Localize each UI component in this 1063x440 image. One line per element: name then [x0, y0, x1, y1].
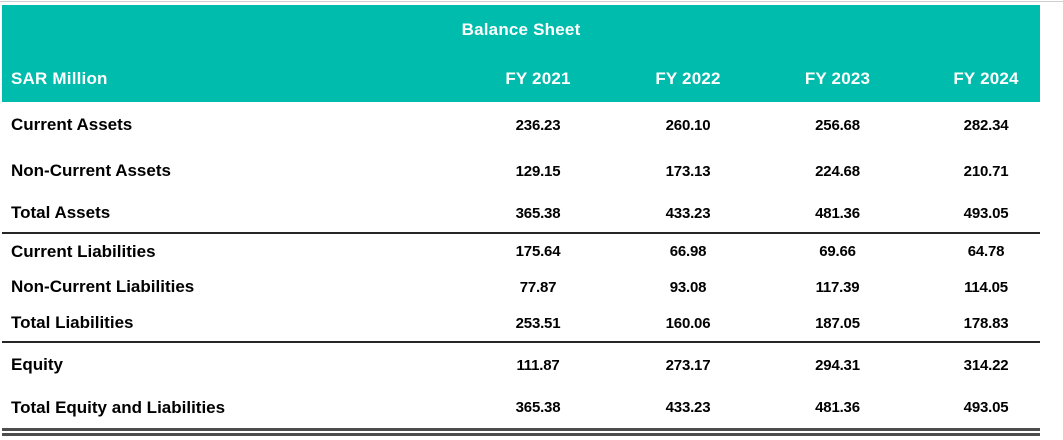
table-row-non-current-assets: Non-Current Assets 129.15 173.13 224.68 …: [2, 148, 1040, 194]
cell-value: 173.13: [665, 162, 711, 180]
table-row-current-liabilities: Current Liabilities 175.64 66.98 69.66 6…: [2, 232, 1041, 269]
cell-value: 224.68: [815, 162, 860, 180]
table-row-total-equity-and-liabilities: Total Equity and Liabilities 365.38 433.…: [2, 387, 1041, 436]
cell-value: 260.10: [665, 116, 711, 134]
cell-value: 314.22: [912, 341, 1041, 387]
table-row-total-liabilities: Total Liabilities 253.51 160.06 187.05 1…: [2, 305, 1040, 342]
row-label: Current Liabilities: [2, 232, 463, 269]
row-label: Non-Current Assets: [11, 161, 171, 180]
unit-label: SAR Million: [2, 55, 463, 102]
row-label: Total Assets: [11, 203, 111, 222]
top-gridline: [0, 1, 1063, 2]
cell-value: 256.68: [815, 116, 860, 134]
cell-value: 433.23: [613, 387, 763, 436]
table-title-row: Balance Sheet: [2, 5, 1041, 55]
cell-value: 178.83: [963, 314, 1009, 332]
cell-value: 493.05: [912, 387, 1041, 436]
cell-value: 111.87: [463, 341, 613, 387]
row-label: Total Equity and Liabilities: [2, 387, 463, 436]
row-label: Non-Current Liabilities: [11, 277, 195, 296]
cell-value: 481.36: [815, 204, 860, 222]
table-row-non-current-liabilities: Non-Current Liabilities 77.87 93.08 117.…: [2, 269, 1040, 305]
cell-value: 160.06: [665, 314, 711, 332]
cell-value: 210.71: [963, 162, 1009, 180]
cell-value: 236.23: [515, 116, 561, 134]
cell-value: 77.87: [519, 278, 557, 296]
row-label: Current Assets: [11, 115, 133, 134]
table-title: Balance Sheet: [2, 5, 1041, 55]
cell-value: 93.08: [669, 278, 707, 296]
cell-value: 253.51: [515, 314, 561, 332]
cell-value: 64.78: [912, 232, 1041, 269]
row-label: Total Liabilities: [11, 313, 134, 332]
cell-value: 175.64: [463, 232, 613, 269]
cell-value: 66.98: [613, 232, 763, 269]
cell-value: 282.34: [963, 116, 1009, 134]
row-label: Equity: [2, 341, 463, 387]
table-row-total-assets: Total Assets 365.38 433.23 481.36 493.05: [2, 194, 1040, 233]
column-header-fy2021: FY 2021: [463, 55, 613, 102]
cell-value: 114.05: [964, 278, 1008, 296]
table-row-current-assets: Current Assets 236.23 260.10 256.68 282.…: [2, 102, 1040, 148]
cell-value: 433.23: [665, 204, 711, 222]
cell-value: 365.38: [515, 204, 561, 222]
cell-value: 69.66: [763, 232, 912, 269]
cell-value: 117.39: [815, 278, 860, 296]
table-row-equity: Equity 111.87 273.17 294.31 314.22: [2, 341, 1041, 387]
cell-value: 294.31: [763, 341, 912, 387]
cell-value: 493.05: [963, 204, 1009, 222]
column-header-fy2024: FY 2024: [912, 55, 1041, 102]
cell-value: 187.05: [815, 314, 860, 332]
table-header-row: SAR Million FY 2021 FY 2022 FY 2023 FY 2…: [2, 55, 1041, 102]
cell-value: 273.17: [613, 341, 763, 387]
cell-value: 365.38: [463, 387, 613, 436]
column-header-fy2022: FY 2022: [613, 55, 763, 102]
column-header-fy2023: FY 2023: [763, 55, 912, 102]
balance-sheet-table: Balance Sheet SAR Million FY 2021 FY 202…: [2, 5, 1041, 436]
cell-value: 129.15: [515, 162, 561, 180]
cell-value: 481.36: [763, 387, 912, 436]
